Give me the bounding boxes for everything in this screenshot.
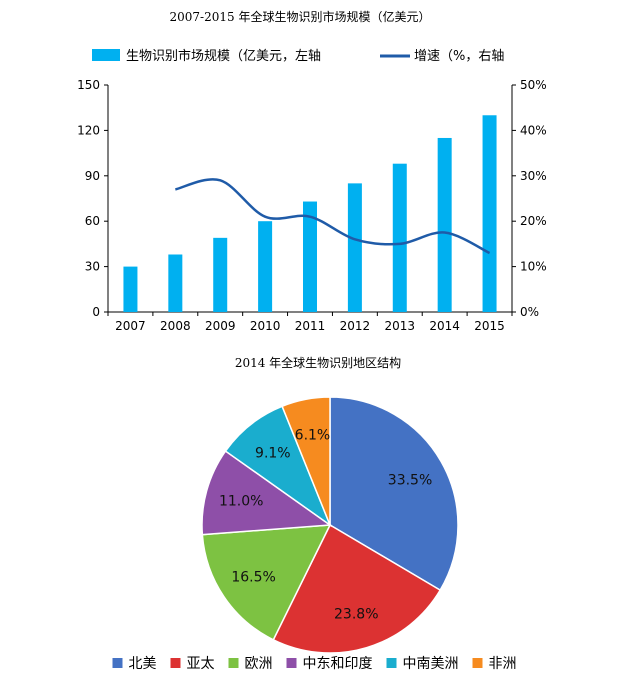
legend-swatch xyxy=(472,658,483,668)
x-tick-label: 2010 xyxy=(250,319,281,333)
left-tick-label: 150 xyxy=(77,78,100,92)
pie-slice xyxy=(201,450,333,536)
x-tick-label: 2013 xyxy=(385,319,416,333)
right-tick-label: 0% xyxy=(520,305,539,319)
pie-data-labels: 33.5% 23.8% 16.5% 11.0% 9.1%6.1% xyxy=(219,428,432,623)
legend-label: 中东和印度 xyxy=(303,656,373,672)
bar xyxy=(437,137,452,312)
pie-data-label: 9.1% xyxy=(255,446,291,462)
x-tick-label: 2012 xyxy=(340,319,371,333)
legend-label: 非洲 xyxy=(489,656,517,672)
bar xyxy=(168,254,183,312)
pie-slice xyxy=(201,524,332,641)
left-tick-label: 0 xyxy=(92,305,100,319)
region-pie-chart: 2014 年全球生物识别地区结构 33.5% 23.8% 16.5% 11.0% 9.1… xyxy=(112,355,517,672)
legend-swatch xyxy=(286,658,297,668)
market-size-chart: 2007-2015 年全球生物识别市场规模（亿美元） 生物识别市场规模（亿美元，… xyxy=(77,9,547,333)
pie-data-label: 16.5% xyxy=(231,570,275,586)
pie-data-label: 11.0% xyxy=(219,493,263,509)
chart1-legend: 生物识别市场规模（亿美元，左轴 增速（%，右轴 xyxy=(92,48,504,64)
legend-swatch xyxy=(112,658,123,668)
right-tick-label: 10% xyxy=(520,260,547,274)
legend-swatch xyxy=(170,658,181,668)
right-tick-label: 20% xyxy=(520,214,547,228)
chart1-growth-line xyxy=(175,178,491,255)
chart1-bars xyxy=(123,115,497,313)
legend-label: 欧洲 xyxy=(245,656,273,672)
chart1-tick-labels: 0 30 60 90 120 150 0% 10% 20% 30% 40% 50% 2007 2008 20… xyxy=(77,78,547,333)
pie-slice xyxy=(329,396,459,592)
chart1-title: 2007-2015 年全球生物识别市场规模（亿美元） xyxy=(170,9,431,24)
bar xyxy=(482,115,497,313)
bar xyxy=(213,237,228,312)
left-tick-label: 90 xyxy=(85,169,100,183)
legend-label: 北美 xyxy=(129,656,157,672)
left-tick-label: 120 xyxy=(77,123,100,137)
x-tick-label: 2009 xyxy=(205,319,236,333)
bar xyxy=(303,201,317,312)
chart2-title: 2014 年全球生物识别地区结构 xyxy=(235,355,401,370)
x-tick-label: 2008 xyxy=(160,319,191,333)
pie-slice xyxy=(281,396,331,526)
pie-data-label: 6.1% xyxy=(295,428,331,444)
legend-line-label: 增速（%，右轴 xyxy=(414,49,504,64)
bar xyxy=(258,221,273,312)
pie-slices xyxy=(201,396,459,654)
right-tick-label: 50% xyxy=(520,78,547,92)
left-tick-label: 60 xyxy=(85,214,100,228)
legend-bar-swatch xyxy=(92,49,120,61)
legend-bar-label: 生物识别市场规模（亿美元，左轴 xyxy=(126,48,321,64)
left-tick-label: 30 xyxy=(85,260,100,274)
bar xyxy=(392,163,407,312)
bar xyxy=(347,183,362,312)
right-tick-label: 40% xyxy=(520,123,547,137)
legend-swatch xyxy=(228,658,239,668)
legend-label: 中南美洲 xyxy=(403,656,459,672)
pie-legend: 北美 亚太 欧洲 中东和印度 中南美洲 非洲 xyxy=(112,656,517,672)
pie-data-label: 23.8% xyxy=(334,606,378,622)
x-tick-label: 2014 xyxy=(429,319,460,333)
x-tick-label: 2007 xyxy=(115,319,146,333)
legend-label: 亚太 xyxy=(187,656,215,672)
pie-data-label: 33.5% xyxy=(388,472,432,488)
growth-line xyxy=(175,178,491,255)
right-tick-label: 30% xyxy=(520,169,547,183)
bar xyxy=(123,266,138,312)
legend-swatch xyxy=(386,658,397,668)
x-tick-label: 2011 xyxy=(295,319,326,333)
x-tick-label: 2015 xyxy=(474,319,505,333)
